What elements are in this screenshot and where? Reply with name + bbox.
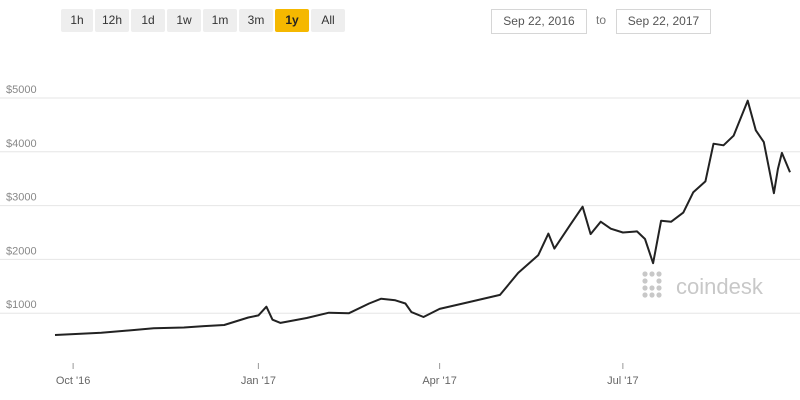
x-tick-label: Oct '16 bbox=[56, 375, 91, 387]
y-axis: $1000 $2000 $3000 $4000 $5000 bbox=[6, 84, 37, 311]
x-tick-label: Jan '17 bbox=[241, 375, 276, 387]
price-series-line bbox=[54, 99, 791, 336]
end-date-input[interactable]: Sep 22, 2017 bbox=[616, 9, 711, 34]
start-date-input[interactable]: Sep 22, 2016 bbox=[491, 9, 587, 34]
x-axis: Oct '16 Jan '17 Apr '17 Jul '17 bbox=[56, 363, 639, 387]
range-selector: 1h 12h 1d 1w 1m 3m 1y All bbox=[61, 9, 345, 32]
y-tick-label: $3000 bbox=[6, 192, 37, 204]
range-button-3m[interactable]: 3m bbox=[239, 9, 273, 32]
range-button-1h[interactable]: 1h bbox=[61, 9, 93, 32]
coindesk-logo-icon bbox=[642, 271, 662, 298]
range-button-1d[interactable]: 1d bbox=[131, 9, 165, 32]
range-button-all[interactable]: All bbox=[311, 9, 345, 32]
range-button-12h[interactable]: 12h bbox=[95, 9, 129, 32]
coindesk-watermark: coindesk bbox=[642, 271, 764, 299]
watermark-text: coindesk bbox=[676, 274, 764, 299]
y-tick-label: $1000 bbox=[6, 299, 37, 311]
x-tick-label: Jul '17 bbox=[607, 375, 638, 387]
range-button-1y[interactable]: 1y bbox=[275, 9, 309, 32]
range-button-1w[interactable]: 1w bbox=[167, 9, 201, 32]
gridlines bbox=[0, 97, 800, 314]
date-separator: to bbox=[596, 13, 607, 27]
y-tick-label: $2000 bbox=[6, 245, 37, 257]
y-tick-label: $4000 bbox=[6, 138, 37, 150]
range-button-1m[interactable]: 1m bbox=[203, 9, 237, 32]
y-tick-label: $5000 bbox=[6, 84, 37, 96]
x-tick-label: Apr '17 bbox=[422, 375, 457, 387]
